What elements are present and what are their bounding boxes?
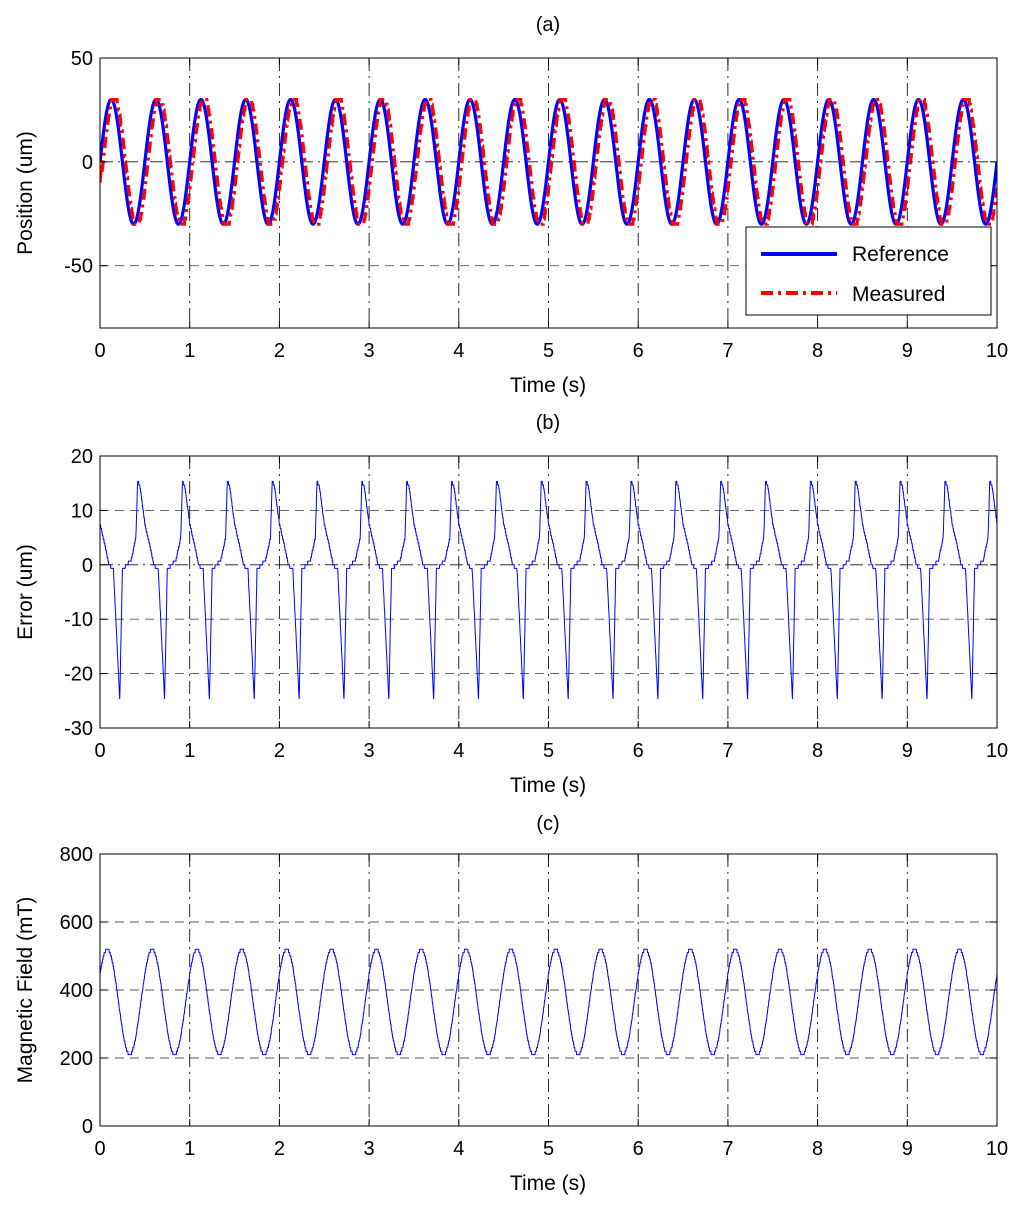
y-tick-label: 800 (60, 844, 93, 866)
panel-c-yticks: 0 200 400 600 800 (60, 844, 997, 1138)
x-tick-label: 2 (274, 1138, 285, 1160)
y-tick-label: -10 (64, 609, 93, 631)
x-tick-label: 7 (722, 740, 733, 762)
panel-b-yticks: -30 -20 -10 0 10 20 (64, 446, 997, 740)
x-tick-label: 1 (184, 1138, 195, 1160)
x-tick-label: 4 (453, 340, 464, 362)
panel-c-xlabel: Time (s) (510, 1172, 586, 1195)
x-tick-label: 0 (94, 740, 105, 762)
y-tick-label: 0 (82, 152, 93, 174)
x-tick-label: 3 (364, 740, 375, 762)
panel-a-xticks: 0 1 2 3 4 5 6 7 8 9 10 (94, 58, 1008, 362)
x-tick-label: 5 (543, 340, 554, 362)
panel-a-xlabel: Time (s) (510, 374, 586, 397)
y-tick-label: -50 (64, 256, 93, 278)
x-tick-label: 5 (543, 740, 554, 762)
legend-measured-label: Measured (852, 283, 945, 306)
panel-a: (a) 0 1 2 3 4 5 6 7 8 9 10 -50 0 50 Time (s) Positio… (14, 14, 1008, 397)
x-tick-label: 4 (453, 740, 464, 762)
panel-a-title: (a) (536, 14, 560, 36)
panel-b-xticks: 0 1 2 3 4 5 6 7 8 9 10 (94, 456, 1008, 762)
x-tick-label: 8 (812, 340, 823, 362)
y-tick-label: -20 (64, 664, 93, 686)
x-tick-label: 0 (94, 340, 105, 362)
x-tick-label: 7 (722, 340, 733, 362)
x-tick-label: 3 (364, 340, 375, 362)
x-tick-label: 9 (902, 740, 913, 762)
y-tick-label: 0 (82, 555, 93, 577)
x-tick-label: 6 (633, 340, 644, 362)
x-tick-label: 2 (274, 340, 285, 362)
x-tick-label: 10 (986, 740, 1008, 762)
magnetic-field-line (100, 948, 997, 1056)
x-tick-label: 8 (812, 1138, 823, 1160)
x-tick-label: 9 (902, 1138, 913, 1160)
y-tick-label: 400 (60, 980, 93, 1002)
measured-line (100, 97, 997, 226)
x-tick-label: 8 (812, 740, 823, 762)
legend: Reference Measured (745, 226, 992, 316)
x-tick-label: 10 (986, 1138, 1008, 1160)
panel-a-yticks: -50 0 50 (64, 48, 997, 278)
legend-box (745, 226, 992, 316)
panel-c-xticks: 0 1 2 3 4 5 6 7 8 9 10 (94, 854, 1008, 1160)
x-tick-label: 6 (633, 1138, 644, 1160)
y-tick-label: 50 (71, 48, 93, 70)
error-line (100, 480, 997, 700)
panel-c-grid (100, 854, 997, 1126)
panel-b-title: (b) (536, 412, 560, 434)
panel-b-grid (100, 456, 997, 728)
x-tick-label: 6 (633, 740, 644, 762)
panel-b: (b) 0 1 2 3 4 5 6 7 8 9 10 -30 -20 -10 0 10 20 Time (s)… (14, 412, 1008, 797)
y-tick-label: 0 (82, 1116, 93, 1138)
x-tick-label: 0 (94, 1138, 105, 1160)
y-tick-label: 600 (60, 912, 93, 934)
x-tick-label: 1 (184, 340, 195, 362)
panel-a-series (100, 97, 997, 226)
x-tick-label: 5 (543, 1138, 554, 1160)
x-tick-label: 4 (453, 1138, 464, 1160)
x-tick-label: 9 (902, 340, 913, 362)
y-tick-label: 200 (60, 1048, 93, 1070)
panel-c-series (100, 948, 997, 1056)
panel-b-ylabel: Error (um) (14, 544, 37, 640)
panel-a-ylabel: Position (um) (14, 131, 37, 255)
y-tick-label: -30 (64, 718, 93, 740)
reference-line (100, 97, 997, 226)
y-tick-label: 20 (71, 446, 93, 468)
x-tick-label: 10 (986, 340, 1008, 362)
x-tick-label: 1 (184, 740, 195, 762)
y-tick-label: 10 (71, 500, 93, 522)
panel-b-series (100, 480, 997, 700)
panel-c-title: (c) (536, 813, 559, 835)
x-tick-label: 2 (274, 740, 285, 762)
legend-reference-label: Reference (852, 243, 949, 266)
panel-c-ylabel: Magnetic Field (mT) (14, 897, 37, 1084)
x-tick-label: 7 (722, 1138, 733, 1160)
panel-b-xlabel: Time (s) (510, 774, 586, 797)
x-tick-label: 3 (364, 1138, 375, 1160)
